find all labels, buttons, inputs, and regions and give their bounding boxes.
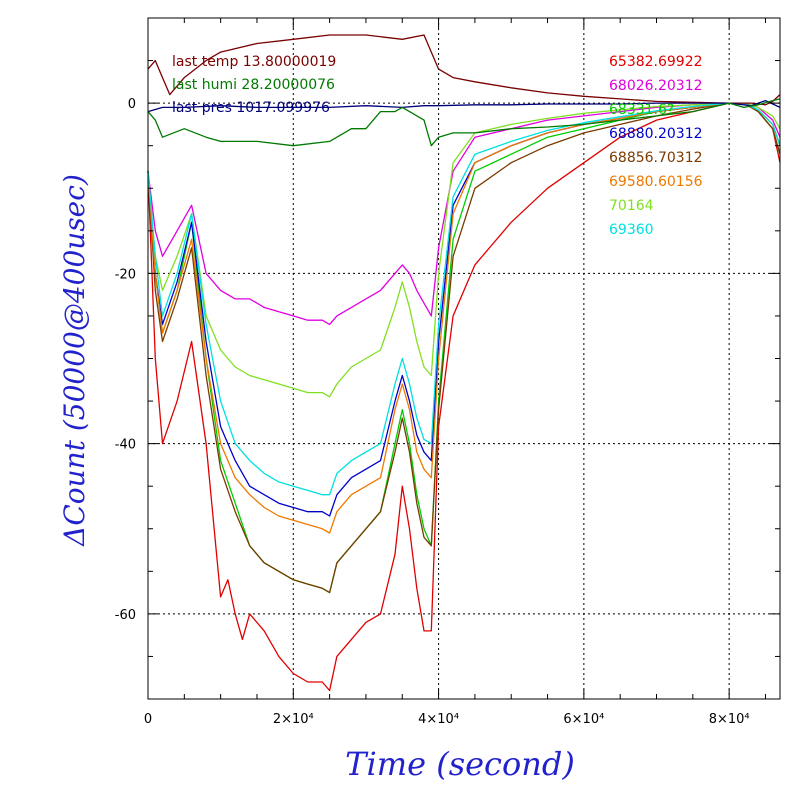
series-legend-entry: 69580.60156	[609, 174, 703, 190]
series-legend-entry: 68026.20312	[609, 78, 703, 94]
plot-frame	[147, 17, 781, 700]
series-legend-entry: 70164	[609, 198, 654, 214]
series-legend-entry: 68880.20312	[609, 126, 703, 142]
env-legend-entry: last pres 1017.099976	[172, 100, 330, 116]
axis-ticks	[147, 17, 780, 700]
series-legend-entry: 69360	[609, 222, 654, 238]
x-tick-label: 4×10⁴	[418, 712, 459, 727]
x-tick-label: 8×10⁴	[709, 712, 750, 727]
y-tick-label: 0	[128, 97, 136, 112]
series-line	[147, 102, 781, 398]
x-tick-label: 0	[144, 712, 152, 727]
y-tick-label: -20	[115, 267, 136, 282]
y-axis-title: ΔCount (50000@400usec)	[58, 174, 91, 547]
series-legend-entry: 68331.6?	[609, 102, 674, 118]
series-line	[147, 102, 781, 594]
series-line	[147, 99, 781, 113]
series-line	[147, 102, 781, 496]
y-tick-label: -60	[115, 608, 136, 623]
series-line	[147, 98, 781, 147]
grid-lines	[148, 18, 780, 699]
env-legend-entry: last temp 13.80000019	[172, 54, 336, 70]
env-legend-entry: last humi 28.20000076	[172, 77, 335, 93]
series-legend-entry: 68856.70312	[609, 150, 703, 166]
x-tick-label: 6×10⁴	[563, 712, 604, 727]
series-line	[147, 102, 781, 326]
series-lines	[147, 34, 781, 692]
series-line	[147, 102, 781, 534]
series-line	[147, 102, 781, 692]
x-tick-label: 2×10⁴	[273, 712, 314, 727]
y-tick-label: -40	[115, 438, 136, 453]
tick-labels: 0 2×10⁴ 4×10⁴ 6×10⁴ 8×10⁴ 0 -20 -40 -60	[115, 97, 750, 727]
legend: last temp 13.80000019 last humi 28.200000…	[172, 54, 703, 238]
x-axis-title: Time (second)	[345, 745, 575, 783]
series-legend-entry: 65382.69922	[609, 54, 703, 70]
